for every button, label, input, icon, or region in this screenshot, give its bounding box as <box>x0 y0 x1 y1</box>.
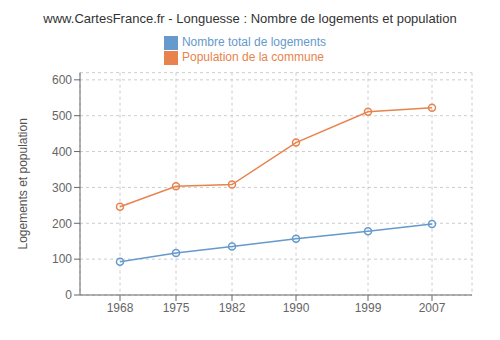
svg-text:400: 400 <box>52 145 72 159</box>
svg-text:100: 100 <box>52 252 72 266</box>
html-text:Nombre total de logements: Nombre total de logements <box>182 35 326 49</box>
svg-text:500: 500 <box>52 109 72 123</box>
svg-text:1982: 1982 <box>219 301 246 315</box>
html-text:Population de la commune: Population de la commune <box>182 49 324 64</box>
svg-text:Logements et population: Logements et population <box>16 118 30 249</box>
svg-text:600: 600 <box>52 73 72 87</box>
svg-text:1990: 1990 <box>283 301 310 315</box>
svg-text:1968: 1968 <box>107 301 134 315</box>
svg-text:2007: 2007 <box>419 301 446 315</box>
svg-text:1999: 1999 <box>355 301 382 315</box>
svg-text:300: 300 <box>52 181 72 195</box>
svg-text:0: 0 <box>65 288 72 302</box>
svg-text:1975: 1975 <box>163 301 190 315</box>
html-text:www.CartesFrance.fr - Longuess: www.CartesFrance.fr - Longuesse : Nombre… <box>43 11 457 26</box>
svg-text:200: 200 <box>52 217 72 231</box>
